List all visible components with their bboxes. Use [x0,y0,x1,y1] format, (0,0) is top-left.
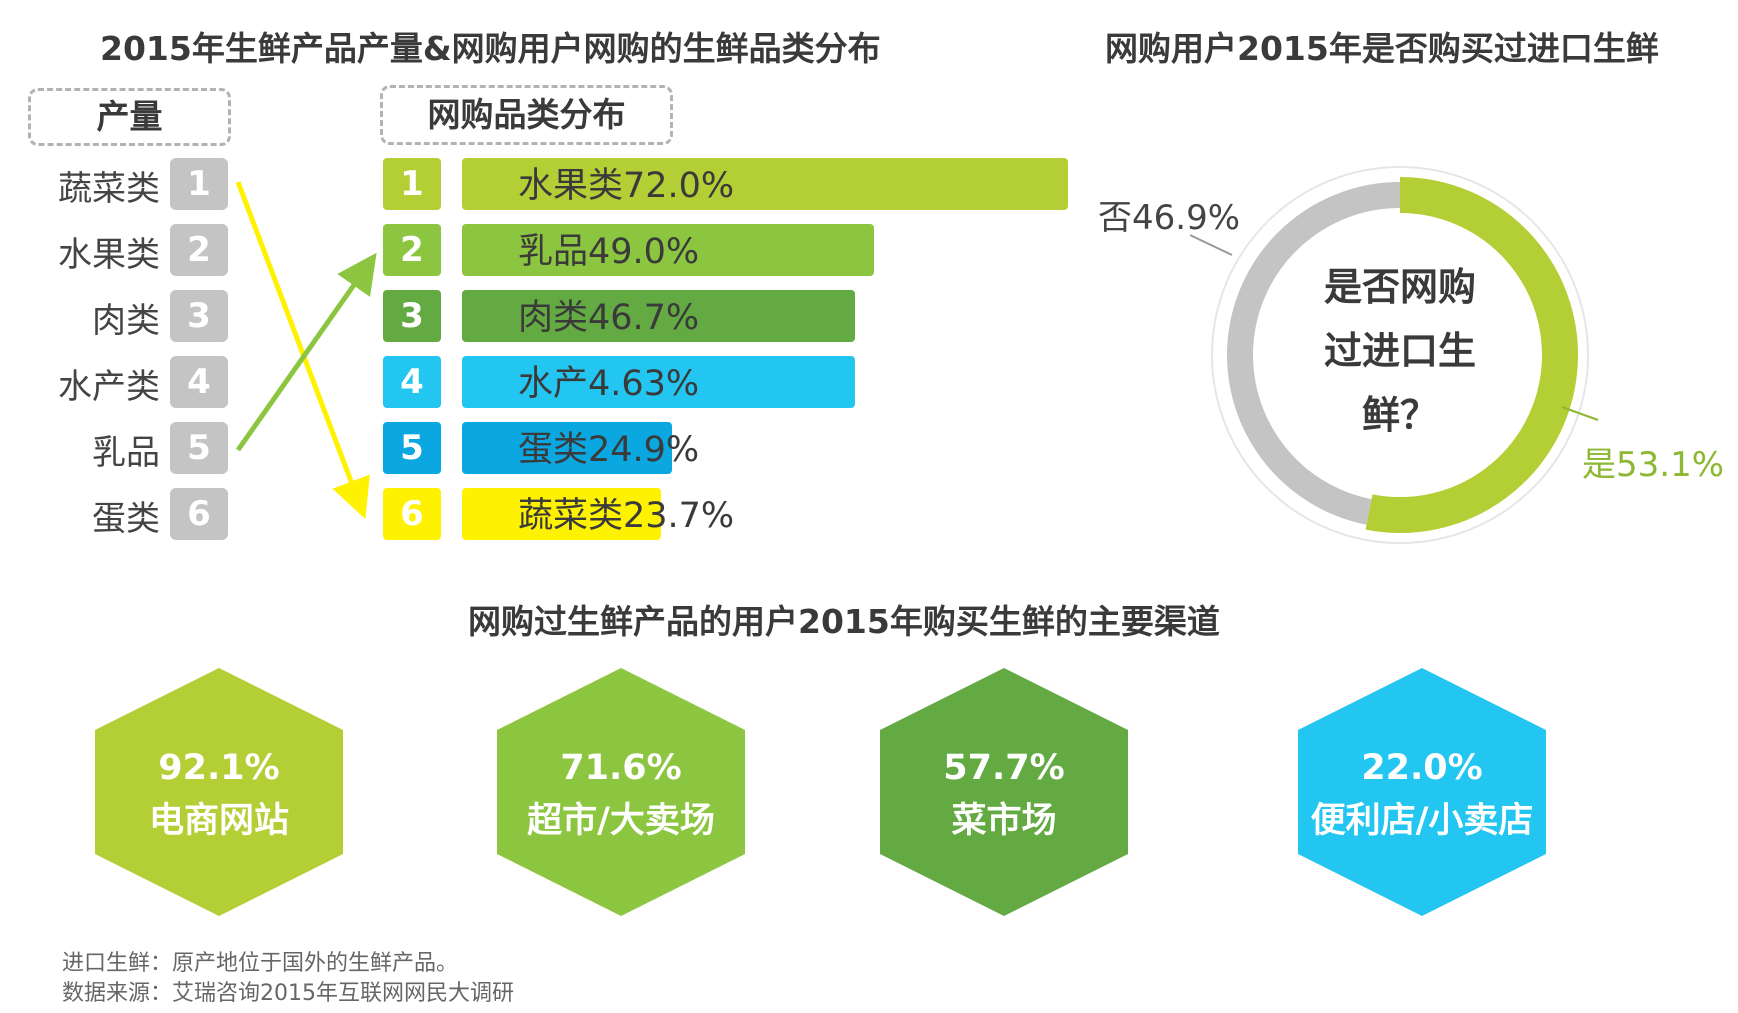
category-rank: 3 [383,290,441,342]
arrow-dairy [235,252,377,452]
category-box: 网购品类分布 [380,85,673,145]
production-rank: 6 [170,488,228,540]
production-label: 蛋类 [92,499,160,539]
right-chart-title: 网购用户2015年是否购买过进口生鲜 [1105,29,1659,68]
channel-value: 57.7% [943,748,1065,788]
hexagon-shape [880,668,1128,916]
hexagon-shape [1298,668,1546,916]
donut-center-line-1: 是否网购 [1323,265,1476,309]
category-bar [462,290,856,342]
channel-label: 超市/大卖场 [527,801,715,841]
production-rank: 1 [170,158,228,210]
category-bar [462,356,856,408]
donut-leader-yes [1561,406,1599,421]
channel-hexagon: 22.0% 便利店/小卖店 [1298,668,1546,916]
donut-center-line-3: 鲜？ [1361,393,1438,437]
category-rank: 2 [383,224,441,276]
category-rank: 4 [383,356,441,408]
category-bar-label: 乳品49.0% [518,232,700,272]
category-bar-label: 蔬菜类23.7% [518,496,735,536]
category-bar [462,422,672,474]
channel-label: 便利店/小卖店 [1310,801,1534,841]
category-bar [462,224,875,276]
channel-value: 71.6% [560,748,682,788]
channel-hexagon: 92.1% 电商网站 [95,668,343,916]
production-rank: 2 [170,224,228,276]
bottom-chart-title: 网购过生鲜产品的用户2015年购买生鲜的主要渠道 [468,602,1220,641]
production-rank: 5 [170,422,228,474]
donut-leader-no [1190,234,1233,256]
import-donut-chart [1190,166,1599,544]
donut-center-line-2: 过进口生 [1323,329,1476,373]
category-bar [462,158,1068,210]
production-label: 乳品 [92,433,160,473]
production-box: 产量 [28,88,231,146]
category-bar-label: 水产4.63% [518,364,700,404]
footnote-definition: 进口生鲜：原产地位于国外的生鲜产品。 [62,951,459,976]
channel-value: 22.0% [1361,748,1483,788]
channel-hexagon: 71.6% 超市/大卖场 [497,668,745,916]
category-bar [462,488,662,540]
channel-value: 92.1% [158,748,280,788]
production-rank: 3 [170,290,228,342]
category-bar-label: 蛋类24.9% [518,430,700,470]
arrow-vegetable [235,181,370,520]
production-label: 水果类 [58,235,160,275]
left-chart-title: 2015年生鲜产品产量&网购用户网购的生鲜品类分布 [100,29,881,68]
donut-label-no: 否46.9% [1098,198,1241,238]
donut-label-yes: 是53.1% [1582,445,1725,485]
channel-hexagon: 57.7% 菜市场 [880,668,1128,916]
channel-label: 电商网站 [148,801,289,841]
footnote-source: 数据来源：艾瑞咨询2015年互联网网民大调研 [62,981,514,1006]
hexagon-shape [95,668,343,916]
category-rank: 6 [383,488,441,540]
donut-outer-ring [1211,166,1589,544]
production-rank: 4 [170,356,228,408]
donut-slice-yes [1365,177,1578,533]
hexagon-shape [497,668,745,916]
donut-slice-no [1227,182,1401,525]
category-bar-label: 水果类72.0% [518,166,735,206]
donut-center-text: 是否网购 过进口生 鲜？ [1300,255,1500,447]
production-label: 水产类 [58,367,160,407]
production-label: 蔬菜类 [58,169,160,209]
production-label: 肉类 [92,301,160,341]
category-rank: 1 [383,158,441,210]
channel-label: 菜市场 [951,801,1057,841]
category-bar-label: 肉类46.7% [518,298,700,338]
category-rank: 5 [383,422,441,474]
